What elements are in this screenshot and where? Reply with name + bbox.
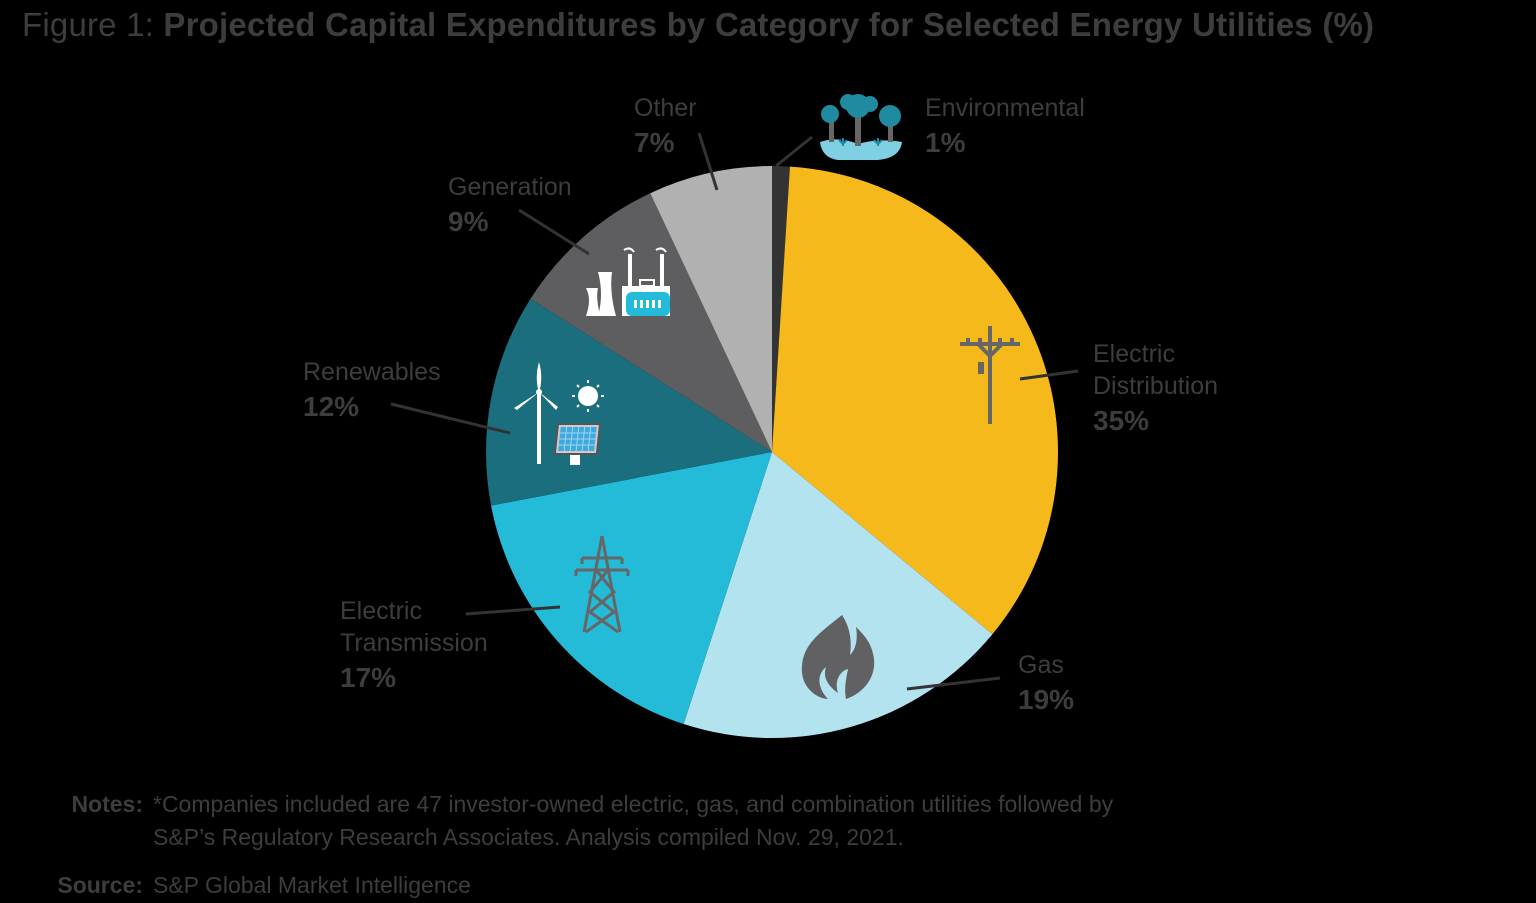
source-label: Source: <box>57 872 143 898</box>
label-renewables: Renewables 12% <box>303 356 441 426</box>
value-gas: 19% <box>1018 684 1075 715</box>
power-plant-icon <box>586 247 670 316</box>
chart-notes: Notes: *Companies included are 47 invest… <box>36 788 1113 850</box>
leader-lines <box>390 132 1079 691</box>
leader-line-environmental <box>775 135 813 168</box>
label-gas: Gas 19% <box>1018 649 1074 719</box>
chart-source: Source: S&P Global Market Intelligence <box>22 870 471 900</box>
pie-slice-generation <box>530 193 772 452</box>
label-generation: Generation 9% <box>448 171 572 241</box>
pie-slices <box>486 166 1058 738</box>
value-electric-transmission: 17% <box>340 662 397 693</box>
chart-title-text: Projected Capital Expenditures by Catego… <box>163 6 1375 43</box>
flame-leaf-icon <box>801 615 875 699</box>
label-other: Other 7% <box>634 92 697 162</box>
utility-pole-icon <box>960 326 1020 424</box>
value-generation: 9% <box>448 206 489 237</box>
transmission-tower-icon <box>574 535 630 634</box>
pie-slice-environmental <box>772 166 790 452</box>
leader-line-generation <box>518 208 590 256</box>
leader-line-electric-distribution <box>1019 369 1079 381</box>
pie-slice-gas <box>683 452 993 738</box>
label-environmental: Environmental 1% <box>925 92 1085 162</box>
value-other: 7% <box>634 127 675 158</box>
value-electric-distribution: 35% <box>1093 405 1150 436</box>
value-renewables: 12% <box>303 391 360 422</box>
notes-label: Notes: <box>71 791 143 817</box>
pie-slice-other <box>650 166 772 452</box>
leader-line-renewables <box>390 402 511 435</box>
trees-icon <box>820 94 902 160</box>
wind-solar-icon <box>514 362 604 465</box>
pie-slice-electric-transmission <box>491 452 772 725</box>
source-text: S&P Global Market Intelligence <box>153 872 471 898</box>
label-electric-transmission: Electric Transmission 17% <box>340 595 488 697</box>
figure-number: Figure 1: <box>22 6 155 43</box>
notes-text: *Companies included are 47 investor-owne… <box>153 791 1114 850</box>
pie-slice-electric-distribution <box>772 166 1058 635</box>
label-electric-distribution: Electric Distribution 35% <box>1093 338 1218 440</box>
leader-line-other <box>697 132 719 191</box>
leader-line-gas <box>906 676 1001 691</box>
leader-line-electric-transmission <box>465 605 561 616</box>
chart-title: Figure 1: Projected Capital Expenditures… <box>22 6 1374 44</box>
value-environmental: 1% <box>925 127 966 158</box>
